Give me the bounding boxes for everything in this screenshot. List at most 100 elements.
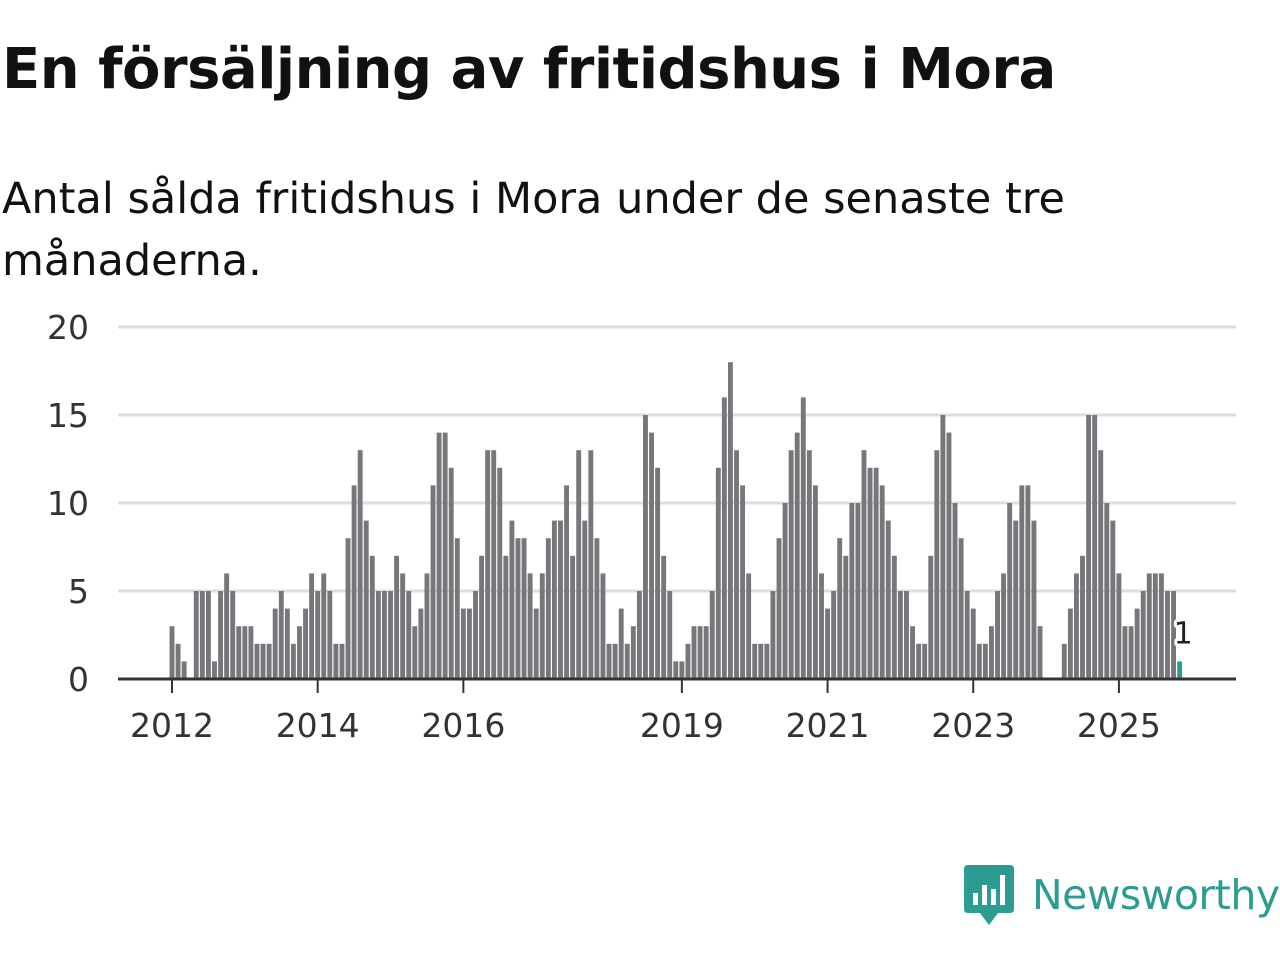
bar (691, 626, 697, 679)
bar (327, 591, 333, 679)
bar (825, 608, 831, 679)
bar (1001, 573, 1007, 679)
bar (995, 591, 1000, 679)
bar (940, 415, 946, 679)
bar (1146, 573, 1152, 679)
bar (193, 591, 199, 679)
bar (442, 432, 448, 679)
bar (321, 573, 327, 679)
bar (667, 591, 673, 679)
bar (1098, 450, 1104, 679)
bar (800, 397, 806, 679)
bar (248, 626, 254, 679)
brand-logo[interactable]: Newsworthy (962, 862, 1280, 928)
gridlines (118, 325, 1236, 593)
bar (946, 432, 952, 679)
bar (260, 643, 266, 679)
bar (758, 643, 764, 679)
bar (454, 538, 460, 679)
bar (333, 643, 339, 679)
bar (879, 485, 885, 679)
bar (849, 503, 855, 679)
bar (503, 555, 509, 679)
y-tick-label: 5 (68, 572, 89, 611)
bar (539, 573, 545, 679)
bar (491, 450, 497, 679)
bar (424, 573, 430, 679)
bar (460, 608, 466, 679)
newsworthy-logo-icon (964, 865, 1014, 925)
bar (746, 573, 752, 679)
bar (1086, 415, 1092, 679)
bar (721, 397, 727, 679)
bar (545, 538, 551, 679)
bar (673, 661, 679, 679)
bar (430, 485, 436, 679)
bar (236, 626, 242, 679)
bar (254, 643, 260, 679)
bar (303, 608, 308, 679)
bar (1073, 573, 1079, 679)
bar (1104, 503, 1110, 679)
bar (479, 555, 485, 679)
bar (1140, 591, 1146, 679)
bar (339, 643, 345, 679)
bar (375, 591, 381, 679)
bar (199, 591, 205, 679)
x-tick-label: 2014 (276, 706, 360, 745)
bar (636, 591, 642, 679)
bar (400, 573, 406, 679)
bar (515, 538, 521, 679)
bar (904, 591, 909, 679)
bar (964, 591, 970, 679)
brand-name: Newsworthy (1032, 870, 1280, 919)
bar (309, 573, 315, 679)
bar (982, 643, 988, 679)
bar (1031, 520, 1037, 679)
bar (740, 485, 746, 679)
bar (685, 643, 691, 679)
bar (588, 450, 594, 679)
bar (521, 538, 527, 679)
bar (1025, 485, 1031, 679)
bar (970, 608, 976, 679)
bar (837, 538, 843, 679)
bar (861, 450, 867, 679)
bar (382, 591, 387, 679)
bar (806, 450, 812, 679)
bar (891, 555, 897, 679)
bar (727, 362, 733, 679)
bar (655, 467, 661, 679)
bar (594, 538, 600, 679)
y-tick-label: 10 (47, 484, 89, 523)
bar (976, 643, 982, 679)
bar (679, 661, 685, 679)
bar (564, 485, 569, 679)
bar (831, 591, 837, 679)
bar (218, 591, 224, 679)
bar (181, 661, 187, 679)
bar (867, 467, 873, 679)
bar (558, 520, 563, 679)
x-axis: 2012 2014 2016 2019 2021 2023 2025 (118, 677, 1236, 745)
bar (278, 591, 284, 679)
bar (934, 450, 940, 679)
bar (230, 591, 236, 679)
x-tick-label: 2021 (786, 706, 870, 745)
bar (843, 555, 849, 679)
bar (1152, 573, 1158, 679)
bar-chart: 0 5 10 15 20 2012 2014 2016 2019 2021 2023 2025 1 (47, 308, 1236, 745)
bar (1019, 485, 1025, 679)
bar (388, 591, 393, 679)
bar (709, 591, 715, 679)
bar (266, 643, 272, 679)
bar (272, 608, 278, 679)
bar (357, 450, 363, 679)
bar (715, 467, 721, 679)
y-tick-label: 15 (47, 396, 89, 435)
bar (643, 415, 648, 679)
bar (764, 643, 770, 679)
bar (1177, 661, 1183, 679)
bar (624, 643, 630, 679)
bar (290, 643, 296, 679)
